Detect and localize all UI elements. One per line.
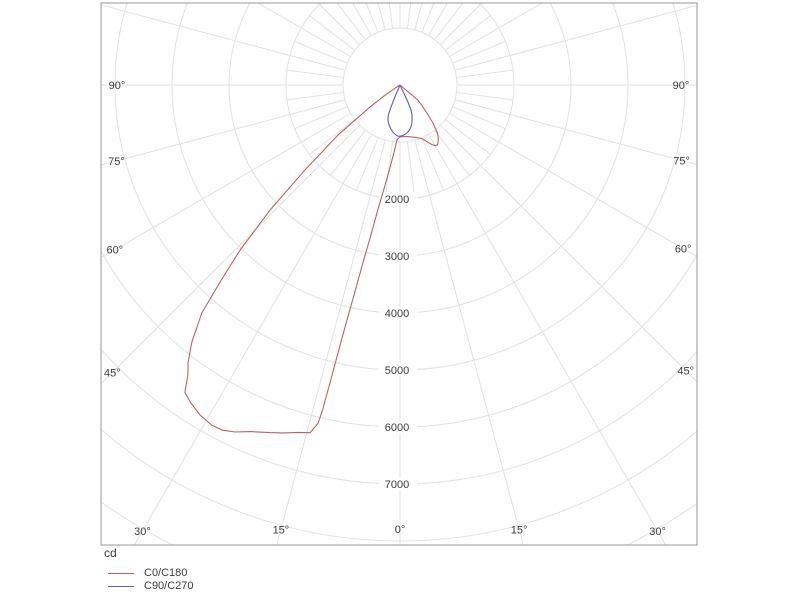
radial-labels: 2000 3000 4000 5000 6000 7000 — [379, 192, 417, 491]
grid-spoke-major — [377, 3, 386, 31]
radial-tick-label: 3000 — [385, 251, 409, 263]
curve-c90-c270 — [387, 84, 413, 137]
grid-spoke-minor — [309, 15, 356, 51]
angle-tick-label: 60° — [675, 243, 692, 255]
legend-item-c90-c270: C90/C270 — [108, 580, 194, 593]
grid-spoke-minor — [434, 129, 470, 176]
series-line-swatch-red — [108, 573, 134, 574]
grid-spoke-minor — [336, 3, 366, 41]
angle-labels: 0° 15° 30° 45° 60° 75° 90° 15° 30° 45° 60° 75° 90° — [104, 80, 694, 538]
radial-label-bg — [379, 249, 417, 263]
angle-tick-label: 45° — [104, 368, 121, 380]
grid-spoke-minor — [406, 3, 412, 29]
legend-label: C90/C270 — [144, 580, 194, 592]
curve-c0-c180 — [184, 84, 439, 434]
radial-tick-label: 7000 — [385, 479, 409, 491]
grid-spoke-minor — [330, 129, 366, 176]
grid-spoke-minor — [456, 91, 514, 101]
grid-spoke-major — [276, 139, 386, 545]
grid-spoke-minor — [452, 40, 506, 64]
grid-spoke-minor — [294, 106, 348, 130]
grid-spoke-minor — [456, 69, 514, 79]
unit-label: cd — [104, 546, 117, 560]
grid-spoke-major — [101, 113, 351, 259]
grid-spoke-minor — [286, 91, 344, 101]
grid-spoke-major — [101, 4, 346, 71]
radial-label-bg — [379, 192, 417, 206]
grid-spoke-major — [317, 3, 361, 46]
grid-spoke-major — [257, 3, 351, 57]
radial-tick-label: 6000 — [385, 422, 409, 434]
angle-tick-label: 90° — [673, 80, 690, 92]
grid-spoke-minor — [355, 137, 379, 191]
grid-spoke-minor — [406, 141, 416, 199]
grid-spoke-minor — [444, 119, 491, 155]
grid-spoke-minor — [365, 3, 379, 33]
legend-item-c0-c180: C0/C180 — [108, 567, 194, 580]
grid-spoke-major — [101, 124, 361, 385]
angle-tick-label: 30° — [649, 526, 666, 538]
angle-tick-label: 15° — [511, 525, 528, 537]
angle-tick-label: 30° — [134, 526, 151, 538]
grid-spoke-major — [414, 139, 524, 545]
grid-spoke-minor — [434, 3, 464, 41]
grid-spoke-minor — [421, 3, 435, 33]
angle-tick-label: 0° — [395, 524, 406, 536]
grid-spoke-major — [439, 3, 483, 46]
grid-spoke-minor — [286, 69, 344, 79]
angle-tick-label: 75° — [673, 155, 690, 167]
radial-label-bg — [379, 420, 417, 434]
plot-border — [100, 2, 698, 546]
radial-label-bg — [379, 477, 417, 491]
legend-label: C0/C180 — [144, 567, 188, 579]
grid-spoke-major — [133, 134, 372, 545]
grid-spoke-major — [414, 3, 423, 31]
grid-spoke-major — [428, 3, 448, 36]
series-line-swatch-blue — [108, 586, 134, 587]
grid-spoke-major — [439, 124, 697, 383]
grid-spoke-major — [449, 113, 697, 257]
angle-tick-label: 60° — [107, 245, 124, 257]
angle-tick-label: 75° — [108, 156, 125, 168]
grid-spoke-major — [449, 3, 543, 57]
angle-tick-label: 45° — [677, 366, 694, 378]
grid-spoke-minor — [452, 106, 506, 130]
radial-tick-label: 5000 — [385, 365, 409, 377]
grid-spoke-minor — [421, 137, 445, 191]
angle-tick-label: 90° — [109, 80, 126, 92]
grid-spoke-minor — [309, 119, 356, 155]
grid-spoke-major — [454, 99, 697, 166]
grid-spoke-major — [101, 99, 346, 166]
radial-label-bg — [379, 363, 417, 377]
radial-label-bg — [379, 306, 417, 320]
legend: C0/C180 C90/C270 — [108, 567, 194, 593]
grid-spoke-major — [428, 134, 667, 545]
grid-spoke-major — [352, 3, 372, 36]
grid-spoke-minor — [444, 15, 491, 51]
grid-spoke-minor — [294, 40, 348, 64]
radial-tick-label: 4000 — [385, 308, 409, 320]
grid-spoke-minor — [388, 3, 394, 29]
angle-tick-label: 15° — [273, 525, 290, 537]
radial-tick-label: 2000 — [385, 194, 409, 206]
grid-spoke-major — [454, 4, 697, 71]
